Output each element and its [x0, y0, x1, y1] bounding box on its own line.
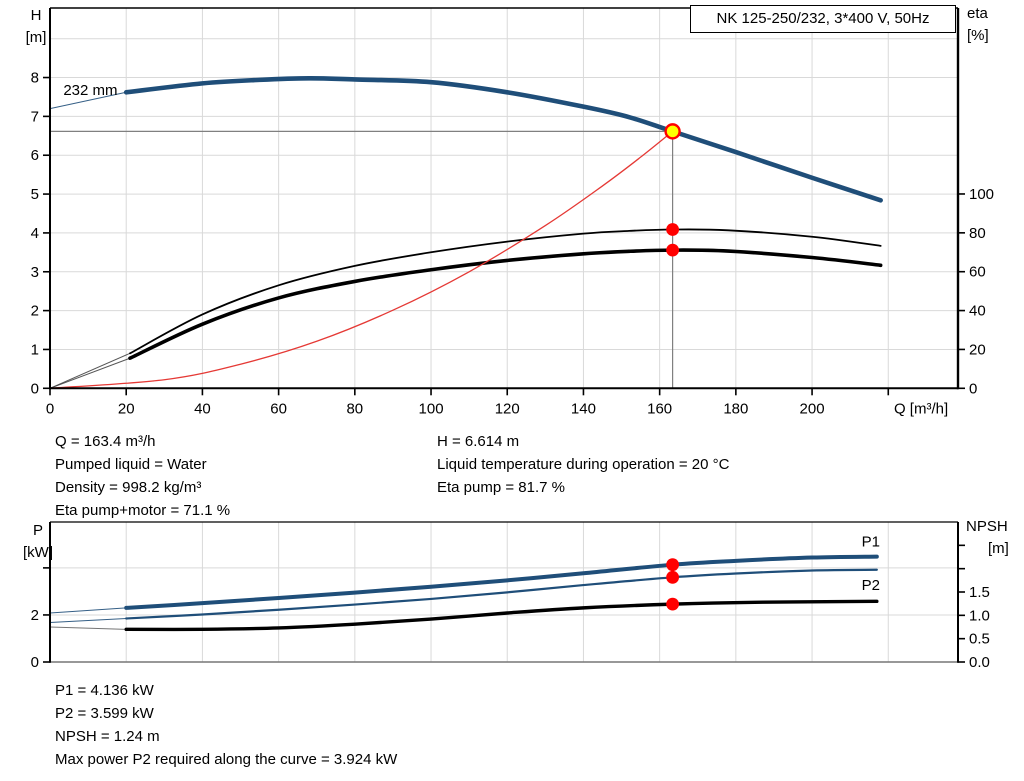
tick-labels: 0 2 0.0 0.5 1.0 1.5 P [kW] NPSH [m] P1 P2 — [23, 518, 1009, 671]
eta-pump-motor-curve-path — [128, 248, 883, 360]
pump-title-box: NK 125-250/232, 3*400 V, 50Hz — [690, 5, 956, 33]
tick-label-x: 80 — [346, 400, 363, 417]
curve-label: 232 mm — [63, 82, 117, 99]
p1-marker — [666, 558, 680, 572]
tick-label-x: 40 — [194, 400, 211, 417]
axes — [49, 7, 960, 390]
p2-text: P2 = 3.599 kW — [55, 705, 154, 722]
right-axis-title: eta — [967, 5, 989, 22]
eta-pump-motor-marker — [666, 243, 680, 257]
pumped-liquid-text: Pumped liquid = Water — [55, 456, 207, 473]
curve-label: P1 — [862, 534, 880, 551]
left-axis-title: H — [31, 7, 42, 24]
tick-label-x: 0 — [46, 400, 54, 417]
gridlines — [50, 8, 958, 389]
tick-label-left: 2 — [31, 303, 39, 320]
duty-reference-lines — [50, 130, 674, 389]
npsh-marker — [666, 597, 680, 611]
tick-label-right: 0.0 — [969, 654, 990, 671]
eta-pump-motor-curve-lead-in — [49, 357, 131, 389]
density-text: Density = 998.2 kg/m³ — [55, 479, 202, 496]
duty-point-marker — [664, 123, 681, 140]
npsh-text: NPSH = 1.24 m — [55, 728, 160, 745]
p1-curve-path — [124, 554, 879, 610]
series-npsh-curve — [49, 599, 879, 632]
left-axis-title: P — [33, 522, 43, 539]
p2-curve-path — [125, 568, 878, 620]
markers — [664, 123, 681, 257]
tick-label-right: 20 — [969, 341, 986, 358]
series-system-parabola — [49, 130, 674, 389]
duty-info-left: Q = 163.4 m³/h Pumped liquid = Water Den… — [55, 430, 230, 522]
max-p2-text: Max power P2 required along the curve = … — [55, 751, 398, 768]
tick-label-x: 180 — [723, 400, 748, 417]
tick-label-left: 3 — [31, 264, 39, 281]
system-parabola-path — [49, 130, 674, 389]
tick-label-left: 2 — [31, 607, 39, 624]
p2-curve-lead-in — [49, 617, 127, 623]
tick-label-x: 100 — [419, 400, 444, 417]
tick-label-x: 120 — [495, 400, 520, 417]
p1-curve-lead-in — [49, 607, 127, 614]
duty-h-text: H = 6.614 m — [437, 433, 520, 450]
power-npsh-chart: 0 2 0.0 0.5 1.0 1.5 P [kW] NPSH [m] P1 P2 — [23, 518, 1009, 671]
series-eta-pump-curve — [49, 228, 882, 389]
p2-marker — [666, 570, 680, 584]
tick-label-left: 7 — [31, 108, 39, 125]
eta-pump-motor-text: Eta pump+motor = 71.1 % — [55, 502, 231, 519]
series-p1-curve — [49, 554, 879, 614]
tick-label-left: 8 — [31, 70, 39, 87]
left-axis-title: [kW] — [23, 544, 53, 561]
axes — [49, 521, 959, 663]
p1-text: P1 = 4.136 kW — [55, 682, 154, 699]
power-info-block: P1 = 4.136 kW P2 = 3.599 kW NPSH = 1.24 … — [55, 679, 397, 771]
tick-label-x: 20 — [118, 400, 135, 417]
npsh-curve-path — [124, 599, 879, 632]
tick-label-x: 200 — [800, 400, 825, 417]
duty-q-text: Q = 163.4 m³/h — [55, 433, 156, 450]
tick-label-x: 160 — [647, 400, 672, 417]
liquid-temp-text: Liquid temperature during operation = 20… — [437, 456, 730, 473]
right-axis-title: [%] — [967, 27, 989, 44]
tick-label-right: 80 — [969, 225, 986, 242]
series-eta-pump-motor-curve — [49, 248, 883, 389]
head-curve-path — [123, 76, 883, 203]
tick-label-right: 60 — [969, 264, 986, 281]
tick-label-right: 1.5 — [969, 584, 990, 601]
tick-label-left: 0 — [31, 654, 39, 671]
tick-label-left: 5 — [31, 186, 39, 203]
tick-label-left: 0 — [31, 380, 39, 397]
eta-pump-text: Eta pump = 81.7 % — [437, 479, 565, 496]
right-axis-title: [m] — [988, 540, 1009, 557]
right-axis-title: NPSH — [966, 518, 1008, 535]
markers — [666, 558, 680, 611]
tick-label-left: 1 — [31, 341, 39, 358]
tick-label-right: 0 — [969, 380, 977, 397]
eta-pump-marker — [666, 223, 680, 236]
tick-label-right: 1.0 — [969, 607, 990, 624]
x-axis-title: Q [m³/h] — [894, 400, 948, 417]
head-curve-lead-in — [49, 91, 127, 110]
curve-label: P2 — [862, 577, 880, 594]
tick-label-x: 60 — [270, 400, 287, 417]
tick-label-left: 4 — [31, 225, 39, 242]
series-head-curve — [49, 76, 883, 203]
tick-label-right: 0.5 — [969, 631, 990, 648]
npsh-curve-lead-in — [49, 626, 127, 630]
left-axis-title: [m] — [26, 29, 47, 46]
eta-pump-curve-path — [129, 228, 882, 355]
tick-label-right: 40 — [969, 303, 986, 320]
tick-label-left: 6 — [31, 147, 39, 164]
eta-pump-curve-lead-in — [49, 352, 131, 389]
series-p2-curve — [49, 568, 878, 623]
tick-label-right: 100 — [969, 186, 994, 203]
duty-info-right: H = 6.614 m Liquid temperature during op… — [437, 430, 729, 499]
tick-label-x: 140 — [571, 400, 596, 417]
